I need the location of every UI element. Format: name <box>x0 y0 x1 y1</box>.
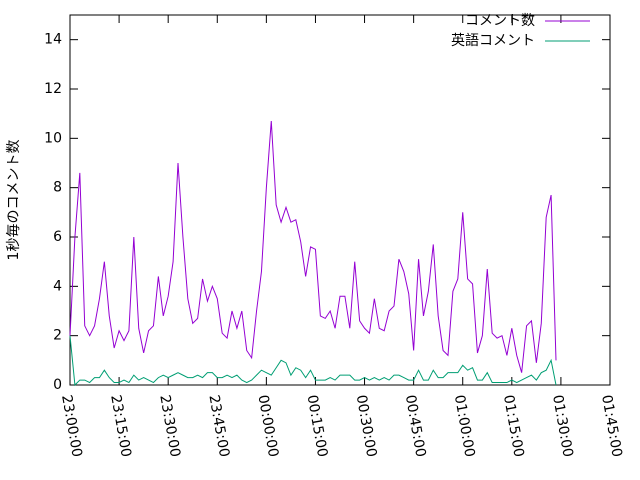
x-tick-label: 01:30:00 <box>549 394 576 459</box>
x-tick-label: 00:15:00 <box>304 394 331 459</box>
y-tick-label: 12 <box>44 81 62 97</box>
x-tick-label: 00:45:00 <box>402 394 429 459</box>
y-axis-label: 1秒毎のコメント数 <box>6 140 22 261</box>
legend-label: コメント数 <box>465 13 535 29</box>
y-tick-label: 14 <box>44 32 62 48</box>
y-tick-label: 2 <box>53 328 62 344</box>
x-tick-label: 01:15:00 <box>500 394 527 459</box>
x-tick-label: 01:45:00 <box>598 394 625 459</box>
y-tick-label: 6 <box>53 229 62 245</box>
x-tick-label: 23:00:00 <box>58 394 85 459</box>
y-tick-label: 0 <box>53 377 62 393</box>
x-tick-label: 01:00:00 <box>451 394 478 459</box>
legend-label: 英語コメント <box>451 32 535 49</box>
y-tick-label: 8 <box>53 180 62 196</box>
y-tick-label: 10 <box>44 130 62 146</box>
x-tick-label: 23:45:00 <box>205 394 232 459</box>
x-tick-label: 23:15:00 <box>107 394 134 459</box>
series-line <box>69 121 557 373</box>
plot-frame <box>69 14 611 386</box>
y-tick-label: 4 <box>53 278 62 294</box>
series-line <box>69 335 557 387</box>
x-tick-label: 00:00:00 <box>254 394 281 459</box>
x-tick-label: 00:30:00 <box>353 394 380 459</box>
x-tick-label: 23:30:00 <box>156 394 183 459</box>
